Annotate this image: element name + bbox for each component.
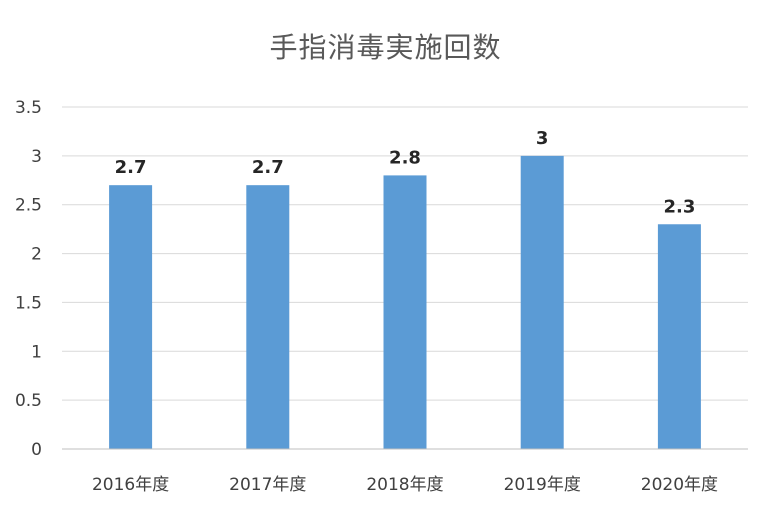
bar bbox=[109, 185, 153, 449]
data-label: 3 bbox=[536, 128, 549, 149]
bar bbox=[657, 224, 701, 449]
bar bbox=[383, 175, 427, 449]
y-tick-label: 0.5 bbox=[15, 391, 42, 411]
data-label: 2.7 bbox=[115, 157, 147, 178]
y-tick-label: 1.5 bbox=[15, 293, 42, 313]
y-tick-label: 3 bbox=[31, 147, 42, 167]
bar bbox=[246, 185, 290, 449]
x-tick-label: 2018年度 bbox=[366, 475, 443, 495]
y-tick-label: 3.5 bbox=[15, 98, 42, 118]
x-tick-label: 2017年度 bbox=[229, 475, 306, 495]
y-tick-label: 0 bbox=[31, 440, 42, 460]
x-tick-label: 2020年度 bbox=[641, 475, 718, 495]
chart-title: 手指消毒実施回数 bbox=[269, 31, 502, 64]
data-label: 2.7 bbox=[252, 157, 284, 178]
y-tick-label: 2 bbox=[31, 245, 42, 265]
x-tick-label: 2016年度 bbox=[92, 475, 169, 495]
data-label: 2.3 bbox=[663, 196, 695, 217]
data-label: 2.8 bbox=[389, 147, 421, 168]
bar bbox=[520, 155, 564, 449]
x-tick-label: 2019年度 bbox=[504, 475, 581, 495]
y-tick-label: 2.5 bbox=[15, 196, 42, 216]
y-tick-label: 1 bbox=[31, 342, 42, 362]
